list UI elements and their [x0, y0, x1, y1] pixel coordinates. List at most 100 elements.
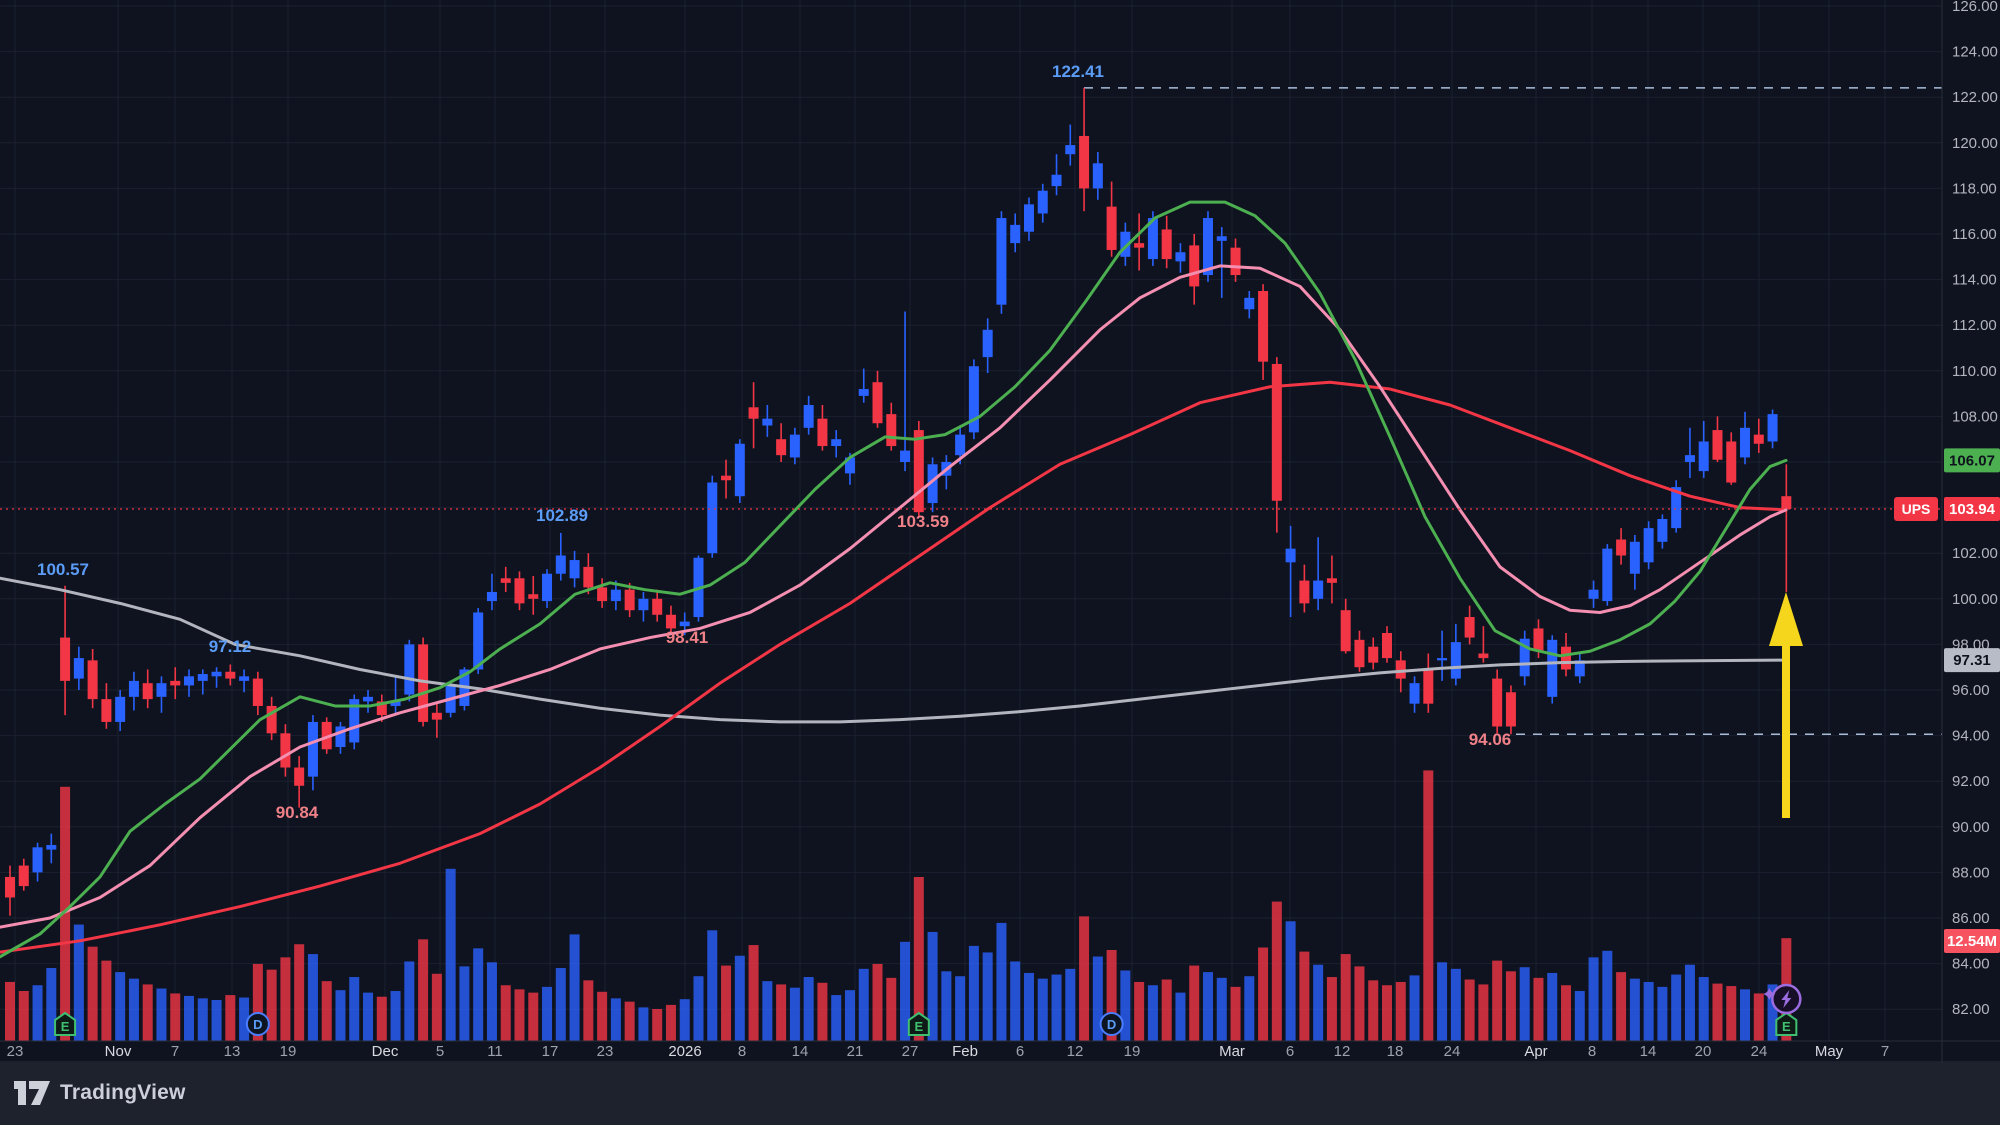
candle-body[interactable] [776, 439, 787, 456]
volume-bar[interactable] [1368, 980, 1379, 1041]
volume-bar[interactable] [349, 977, 360, 1041]
ma-red-100-line[interactable] [0, 380, 1788, 954]
candle-body[interactable] [886, 414, 897, 447]
candle-body[interactable] [252, 678, 263, 706]
candle-body[interactable] [280, 733, 291, 768]
candle-body[interactable] [1065, 145, 1076, 155]
volume-bar[interactable] [1258, 947, 1269, 1041]
volume-bar[interactable] [1561, 985, 1572, 1041]
candle-body[interactable] [1588, 589, 1599, 599]
volume-bar[interactable] [1437, 962, 1448, 1041]
candle-body[interactable] [500, 578, 511, 583]
candle-body[interactable] [1202, 218, 1213, 276]
volume-bar[interactable] [707, 930, 718, 1041]
candle-body[interactable] [5, 876, 15, 898]
candle-body[interactable] [1120, 231, 1131, 257]
dividend-marker[interactable]: D [1099, 1012, 1124, 1036]
candle-body[interactable] [1409, 683, 1420, 704]
volume-bar[interactable] [1767, 984, 1778, 1041]
candle-body[interactable] [803, 405, 814, 428]
candle-body[interactable] [734, 443, 745, 497]
volume-bar[interactable] [652, 1009, 663, 1041]
volume-bar[interactable] [1299, 951, 1310, 1041]
candle-body[interactable] [1161, 229, 1172, 260]
candle-body[interactable] [748, 407, 759, 419]
candle-body[interactable] [197, 674, 208, 681]
volume-bar[interactable] [721, 965, 732, 1041]
volume-bar[interactable] [789, 987, 800, 1041]
candle-body[interactable] [707, 482, 718, 554]
volume-bar[interactable] [638, 1007, 649, 1041]
volume-bar[interactable] [1271, 901, 1282, 1041]
time-axis[interactable]: 23 Nov 7 13 19 Dec 5 11 17 23 2026 8 14 21 27 Feb 6 12 19 M… [0, 1040, 2000, 1060]
candle-body[interactable] [225, 671, 236, 679]
candle-body[interactable] [1574, 660, 1585, 677]
volume-bar[interactable] [1285, 921, 1296, 1041]
candle-body[interactable] [982, 329, 993, 358]
volume-bar[interactable] [913, 877, 924, 1041]
volume-bar[interactable] [968, 945, 979, 1041]
volume-bar[interactable] [1244, 976, 1255, 1041]
candle-body[interactable] [1712, 430, 1723, 460]
volume-bar[interactable] [583, 980, 594, 1041]
yellow-up-arrow[interactable] [1769, 592, 1803, 818]
candle-body[interactable] [101, 699, 112, 722]
volume-bar[interactable] [60, 786, 71, 1041]
candle-body[interactable] [1092, 163, 1103, 189]
candle-body[interactable] [1781, 496, 1792, 509]
volume-bar[interactable] [665, 1004, 676, 1041]
candle-body[interactable] [1464, 617, 1475, 638]
candle-body[interactable] [1175, 252, 1186, 262]
candle-body[interactable] [486, 591, 497, 602]
candle-body[interactable] [73, 658, 84, 679]
volume-bar[interactable] [1574, 990, 1585, 1041]
candle-body[interactable] [955, 434, 966, 456]
candle-body[interactable] [335, 726, 346, 747]
candle-body[interactable] [266, 705, 277, 734]
volume-bar[interactable] [1395, 981, 1406, 1041]
candle-body[interactable] [858, 389, 869, 396]
candle-body[interactable] [1258, 291, 1269, 362]
volume-bar[interactable] [679, 999, 690, 1041]
volume-bar[interactable] [1492, 960, 1503, 1041]
candle-body[interactable] [927, 464, 938, 504]
candle-body[interactable] [1602, 548, 1613, 602]
volume-bar[interactable] [170, 993, 181, 1041]
volume-bar[interactable] [900, 941, 911, 1041]
volume-bar[interactable] [1698, 977, 1709, 1041]
volume-bar[interactable] [1079, 916, 1090, 1041]
volume-bar[interactable] [1147, 985, 1158, 1041]
candle-body[interactable] [1216, 236, 1227, 241]
volume-bar[interactable] [376, 996, 387, 1041]
candle-body[interactable] [473, 612, 484, 670]
candle-body[interactable] [1244, 297, 1255, 310]
price-chart-canvas[interactable]: 100.57 97.12 102.89 122.41 90.84 98.41 103.59 9… [0, 0, 2000, 1063]
ma-white-200-line[interactable] [0, 576, 1788, 724]
volume-bar[interactable] [1189, 965, 1200, 1041]
candle-body[interactable] [1547, 639, 1558, 697]
volume-bar[interactable] [1340, 954, 1351, 1041]
volume-bar[interactable] [817, 982, 828, 1041]
candle-body[interactable] [1726, 441, 1737, 483]
volume-bar[interactable] [610, 998, 621, 1041]
candle-body[interactable] [514, 578, 525, 604]
volume-bar[interactable] [996, 922, 1007, 1041]
candle-body[interactable] [913, 430, 924, 513]
candle-body[interactable] [542, 573, 553, 602]
candle-body[interactable] [597, 587, 608, 602]
volume-bar[interactable] [1726, 986, 1737, 1041]
volume-bar[interactable] [1478, 984, 1489, 1041]
candle-body[interactable] [638, 598, 649, 611]
volume-bar[interactable] [1010, 961, 1021, 1041]
candle-body[interactable] [32, 847, 43, 873]
volume-bar[interactable] [307, 954, 318, 1041]
volume-bar[interactable] [211, 1000, 222, 1041]
candle-body[interactable] [1753, 434, 1764, 444]
candle-body[interactable] [115, 696, 126, 722]
volume-bar[interactable] [941, 971, 952, 1041]
volume-bar[interactable] [445, 868, 456, 1041]
volume-bar[interactable] [1409, 975, 1420, 1041]
volume-bar[interactable] [748, 945, 759, 1041]
candle-body[interactable] [184, 676, 195, 686]
flash-event-marker[interactable] [1763, 983, 1802, 1015]
